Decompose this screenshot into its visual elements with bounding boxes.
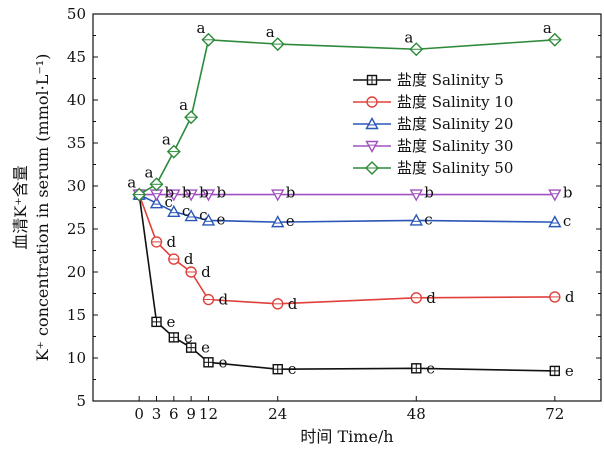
significance-label: e bbox=[565, 362, 574, 380]
legend: 盐度 Salinity 5 盐度 Salinity 10 盐度 Salinity 2… bbox=[353, 71, 513, 177]
data-point bbox=[409, 213, 423, 226]
significance-label: e bbox=[167, 313, 176, 331]
x-tick-label: 6 bbox=[169, 405, 179, 423]
significance-label: b bbox=[563, 184, 573, 202]
significance-label: c bbox=[424, 210, 432, 228]
y-tick-label: 20 bbox=[67, 263, 86, 281]
significance-label: e bbox=[184, 328, 193, 346]
significance-label: b bbox=[424, 184, 434, 202]
significance-label: e bbox=[288, 360, 297, 378]
legend-marker bbox=[365, 140, 379, 153]
significance-label: b bbox=[165, 184, 175, 202]
legend-label: 盐度 Salinity 30 bbox=[397, 137, 513, 155]
legend-marker bbox=[365, 117, 379, 130]
x-axis-label: 时间 Time/h bbox=[300, 427, 393, 446]
y-tick-label: 15 bbox=[67, 306, 86, 324]
y-tick-label: 25 bbox=[67, 220, 86, 238]
x-tick-label: 9 bbox=[186, 405, 196, 423]
significance-label: d bbox=[218, 291, 228, 309]
significance-label: d bbox=[426, 289, 436, 307]
significance-label: b bbox=[216, 184, 226, 202]
significance-label: e bbox=[201, 339, 210, 357]
legend-label: 盐度 Salinity 20 bbox=[397, 115, 513, 133]
x-tick-label: 0 bbox=[134, 405, 144, 423]
y-tick-label: 40 bbox=[67, 91, 86, 109]
x-tick-label: 48 bbox=[407, 405, 426, 423]
y-tick-label: 5 bbox=[76, 392, 86, 410]
significance-label: c bbox=[563, 212, 571, 230]
data-point bbox=[201, 213, 216, 226]
y-tick-label: 30 bbox=[67, 177, 86, 195]
significance-label: a bbox=[197, 19, 206, 37]
significance-label: e bbox=[216, 210, 225, 228]
data-point bbox=[149, 196, 164, 209]
significance-label: a bbox=[127, 174, 136, 192]
significance-label: d bbox=[565, 288, 575, 306]
x-tick-label: 12 bbox=[199, 405, 218, 423]
significance-label: c bbox=[165, 193, 173, 211]
significance-label: a bbox=[162, 131, 171, 149]
data-point bbox=[184, 189, 198, 202]
significance-label: e bbox=[426, 359, 435, 377]
significance-label: a bbox=[266, 23, 275, 41]
significance-label: b bbox=[182, 184, 192, 202]
x-tick-label: 3 bbox=[152, 405, 162, 423]
significance-label: c bbox=[182, 202, 190, 220]
significance-label: e bbox=[218, 353, 227, 371]
x-tick-label: 24 bbox=[268, 405, 287, 423]
data-point bbox=[548, 189, 562, 202]
significance-label: b bbox=[286, 184, 296, 202]
data-point bbox=[271, 215, 285, 228]
legend-label: 盐度 Salinity 50 bbox=[397, 159, 513, 177]
data-point bbox=[409, 189, 423, 202]
significance-label: a bbox=[404, 28, 413, 46]
data-point bbox=[167, 204, 181, 218]
y-tick-label: 10 bbox=[67, 349, 86, 367]
data-point bbox=[184, 209, 198, 222]
significance-label: a bbox=[179, 96, 188, 114]
significance-label: a bbox=[145, 163, 154, 181]
significance-label: b bbox=[199, 184, 209, 202]
significance-label: d bbox=[288, 295, 298, 313]
data-point bbox=[548, 215, 562, 228]
y-tick-label: 45 bbox=[67, 48, 86, 66]
data-point bbox=[271, 189, 285, 202]
data-point bbox=[167, 189, 181, 202]
data-point bbox=[201, 189, 216, 202]
significance-label: a bbox=[543, 19, 552, 37]
y-axis-label: 血清K⁺含量 K⁺ concentration in serum (mmol·L⁻… bbox=[11, 54, 52, 362]
y-tick-label: 50 bbox=[67, 5, 86, 23]
x-tick-label: 72 bbox=[545, 405, 564, 423]
significance-label: c bbox=[199, 206, 207, 224]
y-tick-label: 35 bbox=[67, 134, 86, 152]
significance-label: d bbox=[167, 233, 177, 251]
legend-label: 盐度 Salinity 10 bbox=[397, 93, 513, 111]
series-line bbox=[138, 38, 555, 196]
significance-label: e bbox=[286, 212, 295, 230]
significance-label: d bbox=[184, 250, 194, 268]
legend-label: 盐度 Salinity 5 bbox=[397, 71, 504, 89]
significance-label: d bbox=[201, 263, 211, 281]
